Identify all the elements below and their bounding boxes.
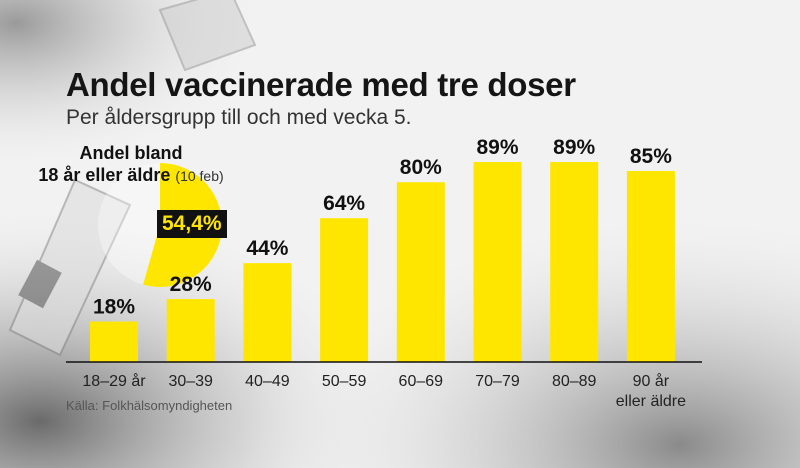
category-label-3: 50–59 (322, 373, 367, 390)
bar-value-label-3: 64% (323, 192, 365, 215)
chart-title: Andel vaccinerade med tre doser (66, 66, 576, 103)
bar-7 (626, 170, 675, 362)
bar-2 (243, 263, 292, 362)
bar-3 (320, 218, 369, 362)
pie-label-line1: Andel bland (79, 143, 183, 163)
bar-6 (550, 162, 599, 362)
category-labels: 18–29 år 30–39 40–49 50–59 60–69 70–79 80–89 90… (82, 372, 686, 410)
bar-value-label-0: 18% (93, 296, 135, 319)
bars-group: 18% 28% 44% 64% 80% 89% 89% 85% (90, 136, 675, 362)
bar-value-label-1: 28% (170, 273, 212, 296)
syringe-illustration (8, 0, 257, 357)
category-label-2: 40–49 (245, 373, 290, 390)
bar-0 (90, 321, 138, 362)
category-label-0: 18–29 år (82, 372, 146, 390)
category-label-5: 70–79 (475, 373, 520, 390)
bar-1 (166, 299, 215, 362)
bar-value-label-5: 89% (476, 136, 518, 159)
bar-4 (396, 182, 445, 362)
bar-value-label-4: 80% (400, 156, 442, 179)
bar-5 (473, 162, 522, 362)
pie-date: (10 feb) (175, 168, 224, 184)
source-note: Källa: Folkhälsomyndigheten (66, 398, 233, 413)
pie-label-line2: 18 år eller äldre (38, 165, 171, 185)
category-label-4: 60–69 (399, 373, 444, 390)
category-label-7-line2: eller äldre (616, 393, 686, 410)
bar-value-label-2: 44% (246, 237, 288, 260)
bar-value-label-6: 89% (553, 136, 595, 159)
bar-value-label-7: 85% (630, 145, 672, 168)
chart-subtitle: Per åldersgrupp till och med vecka 5. (66, 106, 412, 129)
pie-value-badge: 54,4% (157, 210, 227, 238)
pie-label: Andel bland 18 år eller äldre (10 feb) (26, 142, 236, 187)
category-label-6: 80–89 (552, 373, 597, 390)
category-label-1: 30–39 (168, 373, 213, 390)
category-label-7: 90 år (633, 372, 670, 390)
